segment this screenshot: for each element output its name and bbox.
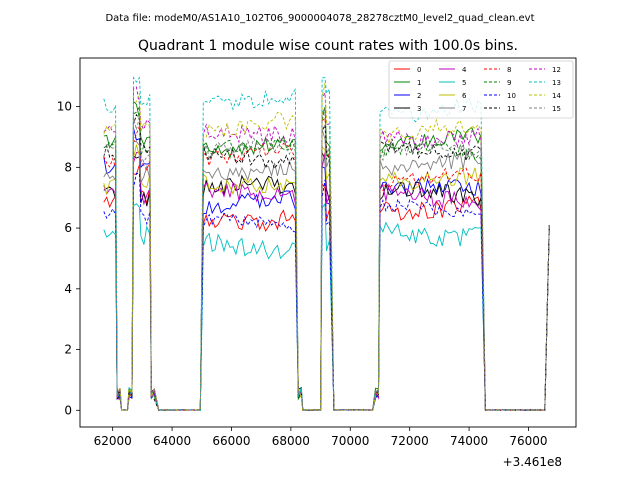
x-tick-label: 66000 [212, 434, 250, 448]
legend-label-6: 6 [462, 92, 467, 100]
x-tick-label: 62000 [94, 434, 132, 448]
y-tick-label: 10 [57, 100, 72, 114]
legend-label-1: 1 [417, 79, 421, 87]
legend-label-11: 11 [507, 105, 516, 113]
y-tick-label: 4 [64, 282, 72, 296]
legend-box [388, 60, 574, 119]
x-tick-label: 68000 [272, 434, 310, 448]
x-tick-label: 76000 [509, 434, 547, 448]
legend-label-4: 4 [462, 66, 467, 74]
legend-label-14: 14 [552, 92, 561, 100]
legend-label-2: 2 [417, 92, 421, 100]
legend-label-3: 3 [417, 105, 421, 113]
y-tick-label: 6 [64, 221, 72, 235]
x-tick-label: 72000 [391, 434, 429, 448]
legend-label-7: 7 [462, 105, 466, 113]
x-tick-label: 70000 [331, 434, 369, 448]
legend-label-8: 8 [507, 66, 511, 74]
y-tick-label: 8 [64, 160, 72, 174]
plot-frame [79, 57, 577, 428]
axis-offset-label: +3.461e8 [503, 455, 562, 469]
legend-label-10: 10 [507, 92, 516, 100]
series-line-15 [103, 108, 550, 411]
y-tick-label: 0 [64, 403, 72, 417]
plot-lines [103, 76, 550, 411]
y-axis: 0 2 4 6 8 10 [57, 100, 80, 417]
x-tick-label: 64000 [153, 434, 191, 448]
legend-label-12: 12 [552, 66, 561, 74]
legend-label-5: 5 [462, 79, 466, 87]
x-tick-label: 74000 [450, 434, 488, 448]
chart-title: Quadrant 1 module wise count rates with … [138, 38, 518, 54]
y-tick-label: 2 [64, 343, 72, 357]
x-axis: 62000 64000 66000 68000 70000 72000 74000 76000 [94, 427, 548, 448]
legend-label-0: 0 [417, 66, 421, 74]
legend-label-9: 9 [507, 79, 511, 87]
legend-label-13: 13 [552, 79, 561, 87]
legend-label-15: 15 [552, 105, 561, 113]
suptitle: Data file: modeM0/AS1A10_102T06_90000040… [105, 13, 534, 24]
